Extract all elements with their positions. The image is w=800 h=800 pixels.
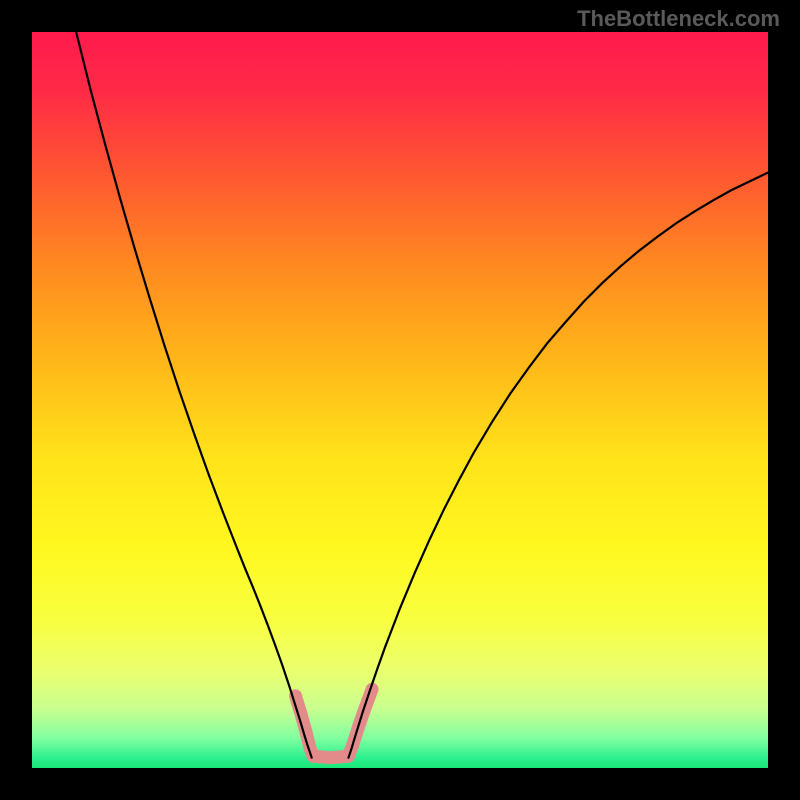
watermark-text: TheBottleneck.com [577,6,780,32]
chart-frame: TheBottleneck.com [0,0,800,800]
gradient-background [32,32,768,768]
plot-svg [32,32,768,768]
plot-area [32,32,768,768]
